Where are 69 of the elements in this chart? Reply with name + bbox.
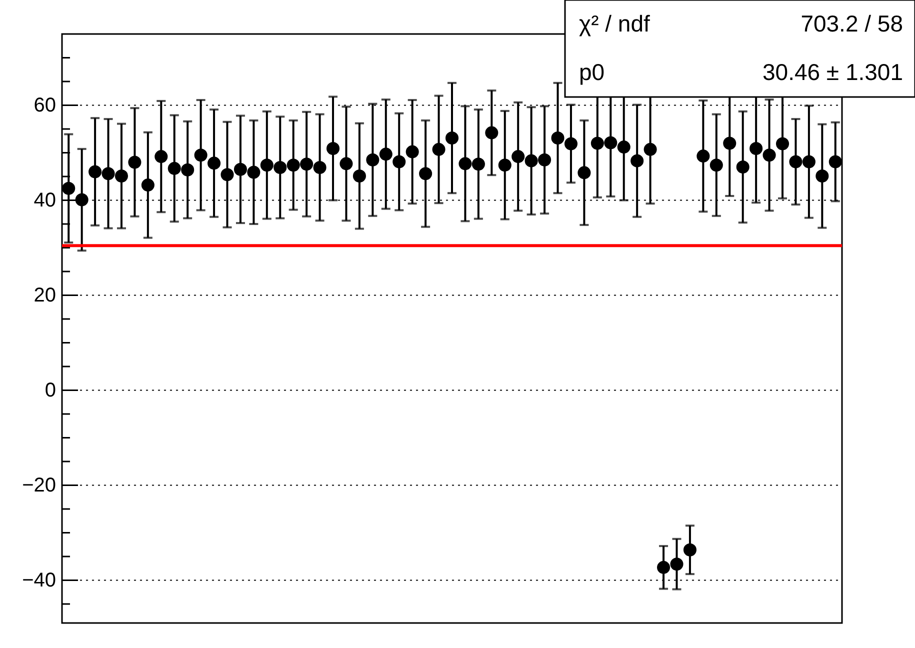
point	[617, 140, 630, 154]
point	[168, 162, 181, 175]
point	[194, 148, 208, 162]
point	[670, 558, 684, 571]
point	[458, 157, 472, 170]
point	[366, 153, 380, 166]
point	[419, 167, 432, 180]
point	[62, 182, 76, 195]
point	[260, 158, 274, 172]
point	[102, 167, 115, 180]
point	[696, 150, 710, 163]
point	[445, 132, 459, 145]
point	[313, 160, 326, 174]
point	[234, 162, 247, 176]
point	[247, 166, 260, 179]
point	[379, 148, 392, 161]
annotation: 30.46 ± 1.301	[762, 58, 903, 85]
point	[154, 150, 168, 164]
point	[762, 148, 776, 162]
point	[128, 156, 142, 169]
point	[564, 137, 578, 150]
annotation: p0	[579, 58, 605, 85]
point	[300, 158, 314, 171]
y-tick-label: 60	[34, 94, 56, 116]
point	[432, 142, 446, 156]
point	[604, 136, 618, 150]
point	[274, 160, 287, 174]
point	[828, 155, 842, 168]
point	[578, 166, 591, 180]
point	[114, 170, 128, 183]
point	[802, 155, 816, 168]
annotation: 703.2 / 58	[800, 10, 903, 36]
y-tick-label: −40	[22, 569, 56, 592]
point	[326, 142, 340, 155]
point	[710, 158, 723, 172]
point	[75, 193, 88, 206]
point	[286, 158, 300, 172]
y-tick-label: 20	[34, 284, 56, 306]
point	[750, 142, 763, 155]
point	[789, 155, 802, 168]
point	[644, 142, 657, 156]
point	[524, 154, 538, 168]
point	[590, 136, 604, 150]
point	[340, 157, 353, 170]
point	[208, 156, 221, 170]
point	[498, 158, 512, 172]
point	[141, 178, 154, 192]
point	[551, 132, 564, 145]
point	[816, 170, 829, 183]
point	[485, 126, 498, 140]
point	[392, 155, 406, 168]
point	[683, 543, 696, 556]
annotation: χ² / ndf	[579, 10, 650, 36]
point	[723, 136, 736, 150]
point	[406, 145, 419, 158]
y-tick-label: 0	[44, 379, 56, 402]
point	[220, 168, 234, 182]
point	[181, 163, 194, 176]
point	[736, 160, 750, 174]
y-tick-label: −20	[22, 474, 56, 496]
point	[512, 150, 525, 164]
y-tick-label: 40	[34, 189, 56, 212]
point	[776, 137, 790, 150]
point	[657, 560, 670, 574]
point	[88, 165, 102, 178]
point	[538, 153, 552, 166]
point	[630, 154, 644, 168]
point	[352, 170, 366, 183]
point	[472, 158, 485, 171]
